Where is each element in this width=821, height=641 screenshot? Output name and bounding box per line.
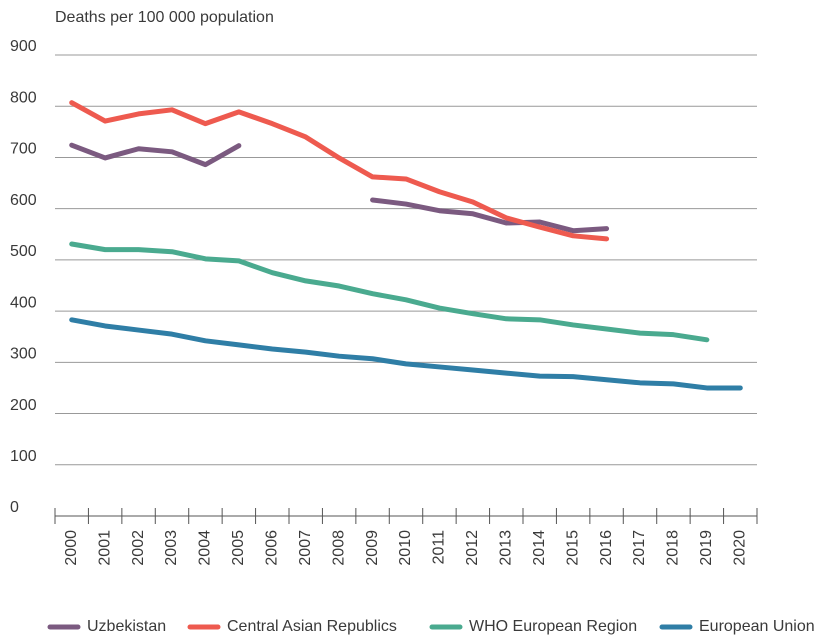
series-line [69, 317, 743, 391]
y-tick-label: 400 [10, 294, 37, 311]
x-tick-label: 2002 [130, 530, 147, 566]
x-tick-label: 2013 [498, 530, 515, 566]
x-tick-label: 2018 [665, 530, 682, 566]
y-axis-label: Deaths per 100 000 population [55, 9, 274, 26]
y-tick-label: 700 [10, 141, 37, 158]
x-tick-label: 2004 [197, 530, 214, 566]
x-tick-label: 2015 [564, 530, 581, 566]
x-tick-label: 2019 [698, 530, 715, 566]
y-tick-label: 100 [10, 448, 37, 465]
x-tick-label: 2014 [531, 530, 548, 566]
x-tick-label: 2005 [230, 530, 247, 566]
legend-label: Central Asian Republics [227, 618, 397, 635]
legend-label: Uzbekistan [87, 618, 166, 635]
x-tick-label: 2008 [330, 530, 347, 566]
y-tick-label: 900 [10, 38, 37, 55]
legend-label: WHO European Region [469, 618, 637, 635]
y-tick-label: 600 [10, 192, 37, 209]
x-tick-label: 2012 [464, 530, 481, 566]
x-tick-label: 2016 [598, 530, 615, 566]
y-tick-label: 300 [10, 346, 37, 363]
x-tick-label: 2006 [264, 530, 281, 566]
y-tick-label: 0 [10, 499, 19, 516]
x-tick-label: 2010 [397, 530, 414, 566]
series-line [69, 142, 610, 234]
y-tick-label: 800 [10, 89, 37, 106]
x-tick-label: 2017 [631, 530, 648, 566]
x-tick-label: 2001 [96, 530, 113, 566]
x-tick-label: 2007 [297, 530, 314, 566]
y-tick-label: 500 [10, 243, 37, 260]
x-tick-label: 2000 [63, 530, 80, 566]
series-line [69, 241, 710, 343]
legend-label: European Union [699, 618, 815, 635]
x-tick-label: 2003 [163, 530, 180, 566]
series-line [69, 100, 610, 242]
x-tick-label: 2020 [732, 530, 749, 566]
y-tick-label: 200 [10, 397, 37, 414]
x-tick-label: 2011 [431, 530, 448, 565]
x-tick-label: 2009 [364, 530, 381, 566]
